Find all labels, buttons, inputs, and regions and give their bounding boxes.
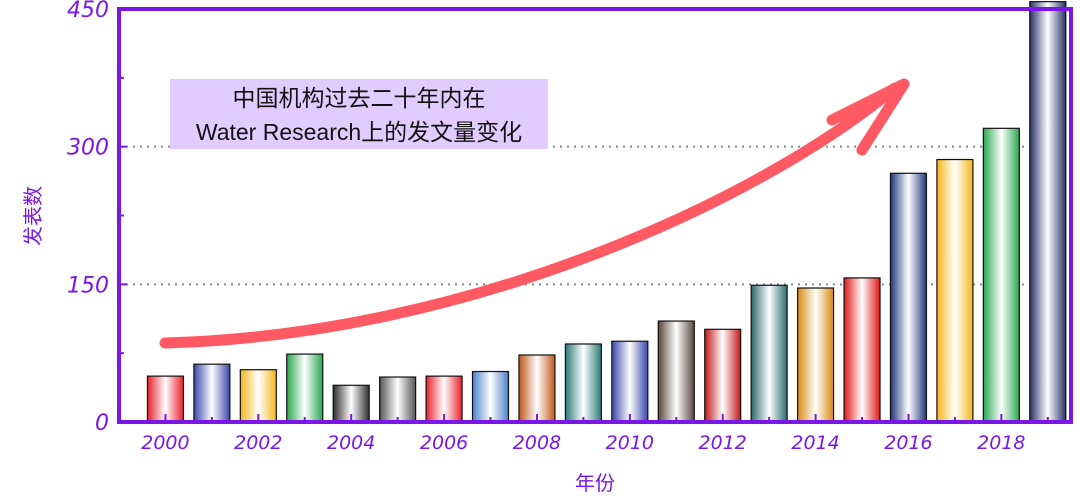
x-tick-label: 2002: [234, 432, 282, 454]
x-tick-label: 2014: [791, 432, 839, 454]
bar: [796, 287, 835, 423]
bars: [146, 1, 1067, 423]
annotation-box: [170, 79, 548, 149]
bar: [1029, 1, 1067, 423]
x-tick-label: 2000: [141, 432, 189, 454]
bar: [193, 363, 231, 423]
bar: [982, 127, 1020, 423]
x-axis-label: 年份: [575, 471, 615, 495]
bar: [518, 354, 556, 423]
trend-arrow-icon: [159, 78, 910, 349]
plot-frame: [117, 7, 1073, 424]
bar: [564, 343, 602, 423]
bar: [379, 376, 417, 423]
x-tick-label: 2004: [327, 432, 375, 454]
bar: [657, 320, 695, 423]
bar: [750, 284, 788, 423]
x-tick-label: 2018: [977, 432, 1025, 454]
x-tick-label: 2012: [699, 432, 747, 454]
bar: [239, 369, 277, 423]
bar: [936, 158, 974, 423]
bar: [611, 340, 649, 423]
annotation-line-1: 中国机构过去二十年内在: [233, 85, 486, 111]
y-tick-label: 0: [95, 411, 109, 436]
bar: [704, 328, 742, 423]
annotation-line-2: Water Research上的发文量变化: [196, 119, 522, 145]
annotation: 中国机构过去二十年内在 Water Research上的发文量变化: [170, 79, 548, 149]
bar: [889, 172, 928, 423]
y-tick-label: 450: [67, 0, 109, 23]
x-tick-label: 2008: [513, 432, 561, 454]
y-axis-label: 发表数: [21, 186, 45, 246]
bar: [286, 353, 324, 423]
y-tick-label: 300: [67, 136, 109, 161]
x-tick-labels: 2000 2002 2004 2006 2008 2010 2012 2014 2016 2018: [141, 432, 1025, 454]
y-tick-label: 150: [67, 273, 109, 298]
y-tick-labels: 0 150 300 450: [67, 0, 109, 436]
x-tick-label: 2016: [884, 432, 932, 454]
bar: [471, 370, 510, 423]
x-tick-label: 2010: [606, 432, 654, 454]
bar: [843, 277, 881, 423]
x-tick-label: 2006: [420, 432, 468, 454]
